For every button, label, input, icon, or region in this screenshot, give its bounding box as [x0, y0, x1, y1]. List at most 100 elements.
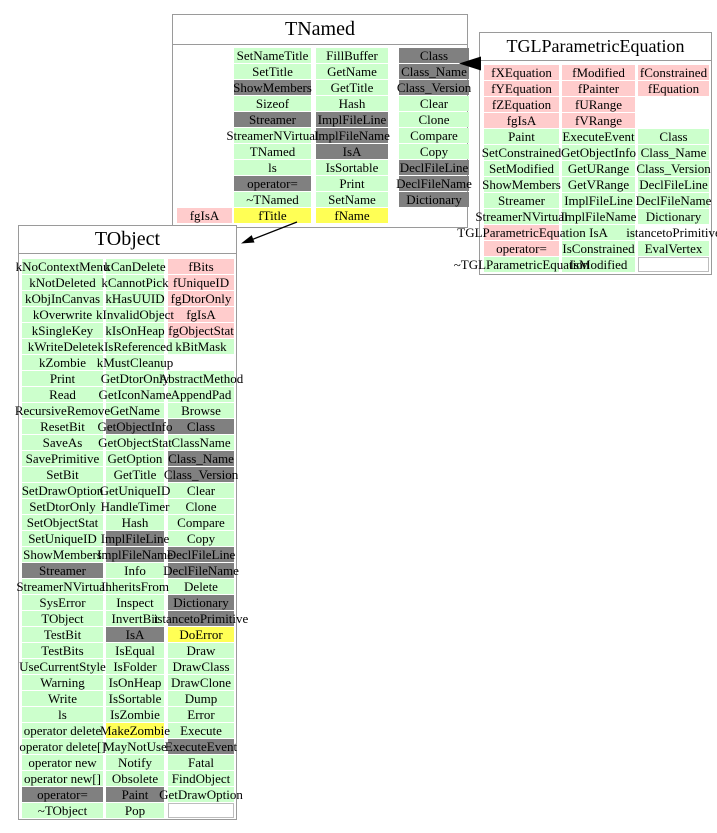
member-cell[interactable]: Notify [106, 755, 164, 770]
member-cell[interactable]: InheritsFrom [101, 579, 169, 594]
member-cell[interactable]: Pop [106, 803, 164, 818]
member-cell[interactable]: GetDrawOption [159, 787, 243, 802]
member-cell[interactable]: Warning [22, 675, 103, 690]
member-cell[interactable]: GetName [316, 64, 388, 79]
member-cell[interactable]: SavePrimitive [22, 451, 103, 466]
member-cell[interactable]: Class [638, 129, 709, 144]
member-cell[interactable]: kHasUUID [105, 291, 165, 306]
member-cell[interactable]: fName [316, 208, 388, 223]
member-cell[interactable]: operator new [22, 755, 103, 770]
member-cell[interactable]: Delete [168, 579, 234, 594]
member-cell[interactable]: SetModified [484, 161, 559, 176]
member-cell[interactable]: DeclFileLine [399, 160, 469, 175]
member-cell[interactable]: ls [22, 707, 103, 722]
member-cell[interactable]: GetUniqueID [100, 483, 170, 498]
member-cell[interactable]: ImplFileLine [316, 112, 388, 127]
member-cell[interactable]: SetObjectStat [22, 515, 103, 530]
member-cell[interactable]: Class_Name [168, 451, 234, 466]
member-cell[interactable]: IsOnHeap [106, 675, 164, 690]
member-cell[interactable]: IsFolder [106, 659, 164, 674]
member-cell[interactable]: Class_Name [399, 64, 469, 79]
member-cell[interactable]: ShowMembers [482, 177, 561, 192]
member-cell[interactable]: IsEqual [106, 643, 164, 658]
member-cell[interactable]: GetURange [562, 161, 635, 176]
member-cell[interactable]: EvalVertex [638, 241, 709, 256]
member-cell[interactable]: Hash [316, 96, 388, 111]
member-cell[interactable]: GetObjectInfo [97, 419, 173, 434]
member-cell[interactable]: Print [316, 176, 388, 191]
member-cell[interactable]: Clone [168, 499, 234, 514]
member-cell[interactable]: SetConstrained [482, 145, 561, 160]
member-cell[interactable]: DeclFileLine [638, 177, 709, 192]
member-cell[interactable]: operator new[] [22, 771, 103, 786]
member-cell[interactable]: fgIsA [168, 307, 234, 322]
member-cell[interactable]: fZEquation [484, 97, 559, 112]
member-cell[interactable]: ls [234, 160, 311, 175]
member-cell[interactable]: Class [399, 48, 469, 63]
member-cell[interactable]: TObject [22, 611, 103, 626]
member-cell[interactable]: ShowMembers [22, 547, 103, 562]
member-cell[interactable]: Error [168, 707, 234, 722]
member-cell[interactable]: GetIconName [99, 387, 171, 402]
member-cell[interactable]: fVRange [562, 113, 635, 128]
member-cell[interactable]: kNotDeleted [22, 275, 103, 290]
member-cell[interactable]: ImplFileName [314, 128, 390, 143]
member-cell[interactable]: kWriteDelete [22, 339, 103, 354]
member-cell[interactable]: fUniqueID [168, 275, 234, 290]
member-cell[interactable]: kBitMask [168, 339, 234, 354]
member-cell[interactable]: SetNameTitle [234, 48, 311, 63]
member-cell[interactable]: ImplFileLine [562, 193, 635, 208]
member-cell[interactable]: ImplFileLine [101, 531, 169, 546]
member-cell[interactable]: GetTitle [316, 80, 388, 95]
member-cell[interactable]: DoError [168, 627, 234, 642]
member-cell[interactable]: kNoContextMenu [16, 259, 109, 274]
member-cell[interactable]: Compare [399, 128, 469, 143]
member-cell[interactable]: Execute [168, 723, 234, 738]
member-cell[interactable]: ClassName [168, 435, 234, 450]
member-cell[interactable]: Dictionary [168, 595, 234, 610]
member-cell[interactable]: Clear [399, 96, 469, 111]
member-cell[interactable]: fXEquation [484, 65, 559, 80]
member-cell[interactable]: operator delete [22, 723, 103, 738]
member-cell[interactable]: fURange [562, 97, 635, 112]
member-cell[interactable]: Class_Version [164, 467, 238, 482]
member-cell[interactable]: operator= [234, 176, 311, 191]
member-cell[interactable]: TGLParametricEquation [457, 225, 586, 240]
member-cell[interactable]: DrawClass [168, 659, 234, 674]
member-cell[interactable]: fConstrained [638, 65, 709, 80]
member-cell[interactable]: InvertBit [106, 611, 164, 626]
member-cell[interactable]: IsConstrained [562, 241, 635, 256]
member-cell[interactable]: kOverwrite [22, 307, 103, 322]
member-cell[interactable]: Class [168, 419, 234, 434]
member-cell[interactable]: DeclFileName [163, 563, 239, 578]
member-cell[interactable]: RecursiveRemove [15, 403, 110, 418]
member-cell[interactable]: Write [22, 691, 103, 706]
member-cell[interactable]: fBits [168, 259, 234, 274]
member-cell[interactable]: Dictionary [399, 192, 469, 207]
member-cell[interactable]: operator delete[] [19, 739, 106, 754]
member-cell[interactable]: Streamer [484, 193, 559, 208]
member-cell[interactable]: SetBit [22, 467, 103, 482]
member-cell[interactable]: GetDtorOnly [101, 371, 169, 386]
member-cell[interactable]: IsModified [562, 257, 635, 272]
member-cell[interactable]: ~TNamed [234, 192, 311, 207]
member-cell[interactable]: kSingleKey [22, 323, 103, 338]
member-cell[interactable]: kIsOnHeap [105, 323, 165, 338]
member-cell[interactable]: SaveAs [22, 435, 103, 450]
member-cell[interactable]: Fatal [168, 755, 234, 770]
member-cell[interactable]: Info [106, 563, 164, 578]
member-cell[interactable]: ExecuteEvent [165, 739, 237, 754]
member-cell[interactable]: StreamerNVirtual [475, 209, 568, 224]
member-cell[interactable]: Browse [168, 403, 234, 418]
member-cell[interactable]: ExecuteEvent [562, 129, 635, 144]
member-cell[interactable]: Hash [106, 515, 164, 530]
member-cell[interactable]: IsA [316, 144, 388, 159]
member-cell[interactable]: ~TObject [22, 803, 103, 818]
member-cell[interactable]: fgObjectStat [168, 323, 234, 338]
member-cell[interactable]: Copy [399, 144, 469, 159]
member-cell[interactable]: Draw [168, 643, 234, 658]
member-cell[interactable]: ~TGLParametricEquation [454, 257, 589, 272]
member-cell[interactable]: Class_Version [397, 80, 471, 95]
member-cell[interactable]: SetTitle [234, 64, 311, 79]
member-cell[interactable]: kCanDelete [104, 259, 166, 274]
